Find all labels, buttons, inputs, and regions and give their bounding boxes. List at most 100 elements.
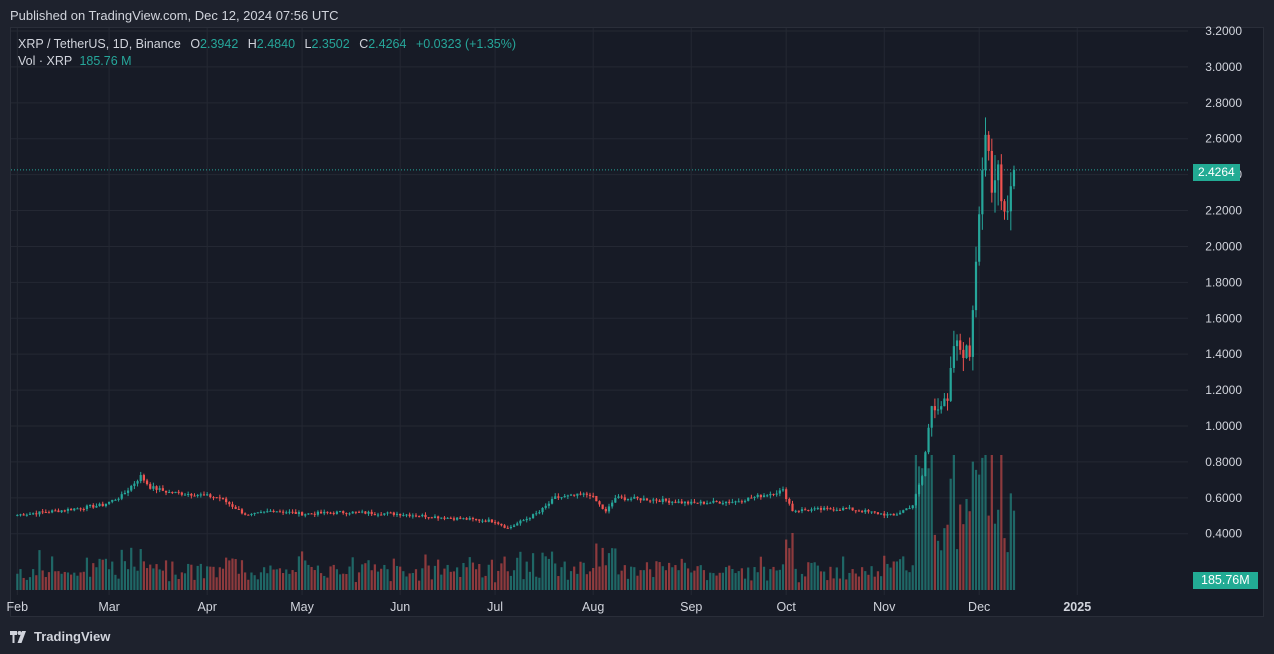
candle-body — [304, 514, 307, 516]
candle-body — [604, 508, 607, 512]
volume-bar — [864, 571, 867, 590]
candle-body — [234, 506, 237, 509]
volume-bar — [101, 559, 104, 590]
candle-body — [209, 494, 212, 498]
volume-bar — [126, 569, 130, 590]
volume-bar — [465, 567, 468, 590]
candle-body — [481, 520, 484, 522]
candle-body — [123, 492, 127, 495]
candle-body — [544, 505, 547, 508]
volume-bar — [936, 540, 940, 590]
y-tick-label: 0.6000 — [1205, 491, 1242, 505]
volume-bar — [506, 571, 509, 590]
candle-body — [883, 513, 886, 516]
volume-bar — [449, 571, 452, 590]
volume-bar — [228, 560, 231, 590]
candle-body — [984, 134, 987, 171]
volume-bar — [285, 569, 288, 590]
candle-body — [180, 492, 183, 495]
candle-body — [164, 490, 168, 493]
last-price-tag: 2.4264 — [1193, 164, 1240, 181]
candle-body — [838, 509, 842, 511]
candle-body — [794, 510, 797, 512]
volume-bar — [73, 572, 76, 590]
volume-bar — [516, 557, 519, 590]
candle-body — [386, 512, 389, 514]
candle-body — [269, 510, 272, 512]
volume-bar — [259, 572, 263, 590]
candle-body — [902, 510, 905, 513]
candle-body — [272, 510, 275, 512]
volume-bar — [240, 560, 244, 590]
volume-bar — [842, 556, 845, 590]
footer-brand[interactable]: TradingView — [10, 629, 110, 644]
volume-bar — [728, 565, 731, 590]
candle-body — [633, 496, 636, 499]
candle-body — [66, 508, 70, 511]
candle-body — [85, 505, 89, 510]
y-tick-label: 3.0000 — [1205, 60, 1242, 74]
volume-bar — [614, 548, 617, 590]
volume-bar — [766, 580, 769, 590]
high-value: 2.4840 — [256, 37, 296, 51]
candle-body — [101, 503, 104, 507]
volume-label[interactable]: Vol · XRP — [18, 54, 72, 68]
candle-body — [402, 514, 405, 516]
volume-bar — [1003, 538, 1006, 590]
candle-body — [354, 511, 357, 513]
candle-body — [155, 486, 158, 490]
volume-bar — [642, 570, 645, 590]
y-tick-label: 2.6000 — [1205, 132, 1242, 146]
volume-bar — [237, 573, 240, 590]
candle-body — [503, 525, 506, 528]
volume-bar — [848, 572, 851, 590]
volume-bar — [813, 562, 816, 590]
candle-body — [547, 503, 550, 506]
candle-body — [497, 522, 500, 524]
chart-frame[interactable] — [10, 27, 1264, 617]
volume-bar — [462, 562, 465, 590]
candle-body — [686, 501, 690, 504]
candle-body — [842, 507, 845, 511]
candle-body — [607, 506, 611, 512]
volume-bar — [772, 566, 775, 590]
candle-body — [658, 500, 661, 502]
candle-body — [357, 511, 361, 513]
candle-body — [955, 340, 959, 347]
candle-body — [231, 504, 234, 507]
candle-body — [468, 518, 471, 520]
candle-body — [668, 500, 671, 503]
candle-body — [696, 502, 699, 504]
candle-body — [35, 513, 38, 515]
volume-bar — [107, 569, 111, 590]
candle-body — [753, 496, 756, 498]
candle-body — [952, 346, 955, 368]
candle-body — [313, 513, 316, 515]
candle-body — [215, 497, 218, 499]
volume-bar — [702, 570, 706, 590]
volume-bar — [114, 574, 117, 590]
candle-body — [851, 507, 854, 511]
volume-bar — [323, 575, 326, 590]
candle-body — [465, 518, 468, 520]
candle-body — [592, 495, 595, 497]
candle-body — [876, 512, 880, 515]
candle-body — [120, 494, 123, 499]
volume-bar — [709, 572, 712, 590]
candle-body — [351, 511, 354, 514]
symbol-label[interactable]: XRP / TetherUS, 1D, Binance — [18, 37, 181, 51]
volume-bar — [319, 573, 323, 590]
candle-body — [816, 508, 819, 510]
candle-body — [848, 507, 851, 509]
volume-bar — [275, 569, 278, 590]
candle-body — [895, 514, 899, 516]
volume-bar — [193, 579, 196, 590]
volume-bar — [962, 524, 965, 590]
volume-bar — [747, 567, 750, 590]
volume-bar — [541, 552, 544, 590]
volume-bar — [471, 562, 475, 590]
candle-body — [525, 518, 528, 521]
volume-bar — [225, 557, 228, 590]
volume-bar — [661, 566, 664, 590]
